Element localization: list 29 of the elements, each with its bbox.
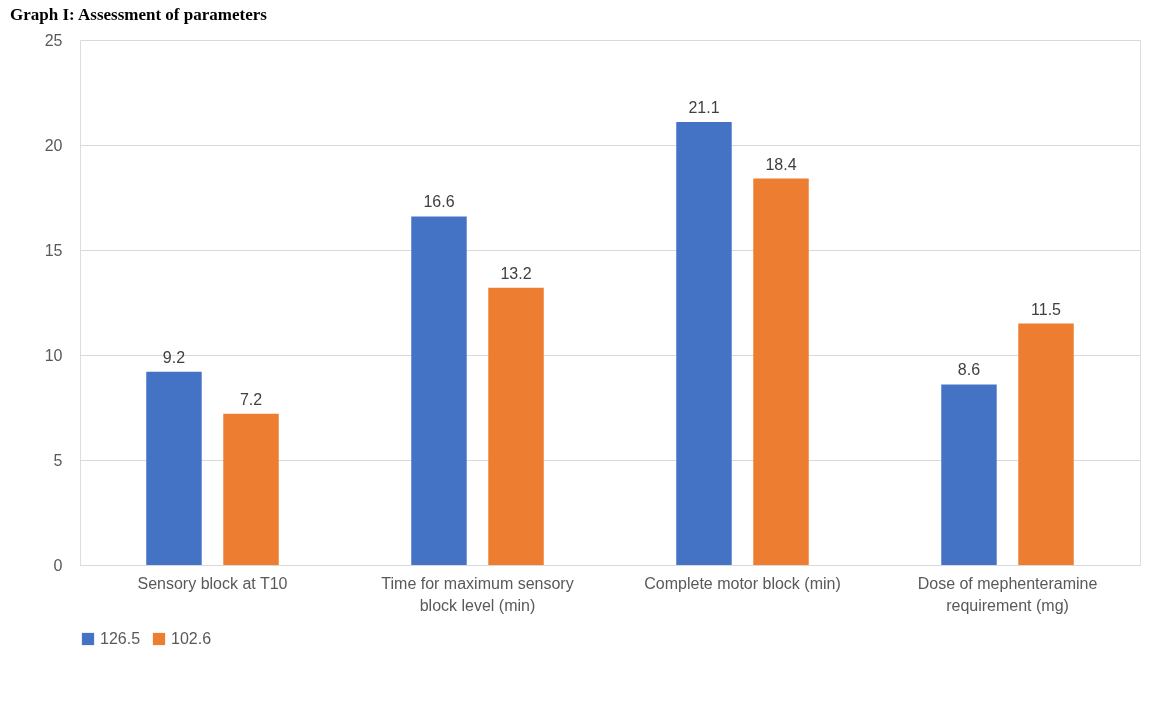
y-tick-label: 25 xyxy=(44,31,63,49)
bar xyxy=(146,371,202,565)
y-tick-label: 20 xyxy=(44,136,63,154)
data-label: 11.5 xyxy=(1031,300,1062,318)
bar xyxy=(1018,323,1074,565)
bar xyxy=(488,287,544,565)
x-tick-label: Complete motor block (min) xyxy=(644,574,841,592)
bar xyxy=(223,413,279,565)
chart-title: Graph I: Assessment of parameters xyxy=(10,5,268,24)
data-label: 16.6 xyxy=(423,193,455,211)
y-tick-label: 0 xyxy=(53,556,63,574)
bar xyxy=(411,216,467,565)
bar xyxy=(676,121,732,565)
y-tick-label: 10 xyxy=(44,346,63,364)
data-label: 9.2 xyxy=(162,348,186,366)
data-label: 18.4 xyxy=(765,155,797,173)
legend-label: 102.6 xyxy=(171,630,212,647)
x-tick-label: Sensory block at T10 xyxy=(137,574,288,592)
data-label: 13.2 xyxy=(500,264,532,282)
data-label: 7.2 xyxy=(239,390,263,408)
data-label: 21.1 xyxy=(688,98,720,116)
data-label: 8.6 xyxy=(957,361,981,379)
x-tick-label: Time for maximum sensory block level (min) xyxy=(381,574,574,614)
bar xyxy=(941,384,997,565)
legend-label: 126.5 xyxy=(100,630,141,647)
bar xyxy=(753,178,809,565)
y-tick-label: 15 xyxy=(44,241,63,259)
x-tick-label: Dose of mephenteramine requirement (mg) xyxy=(917,574,1098,614)
y-tick-label: 5 xyxy=(53,451,63,469)
